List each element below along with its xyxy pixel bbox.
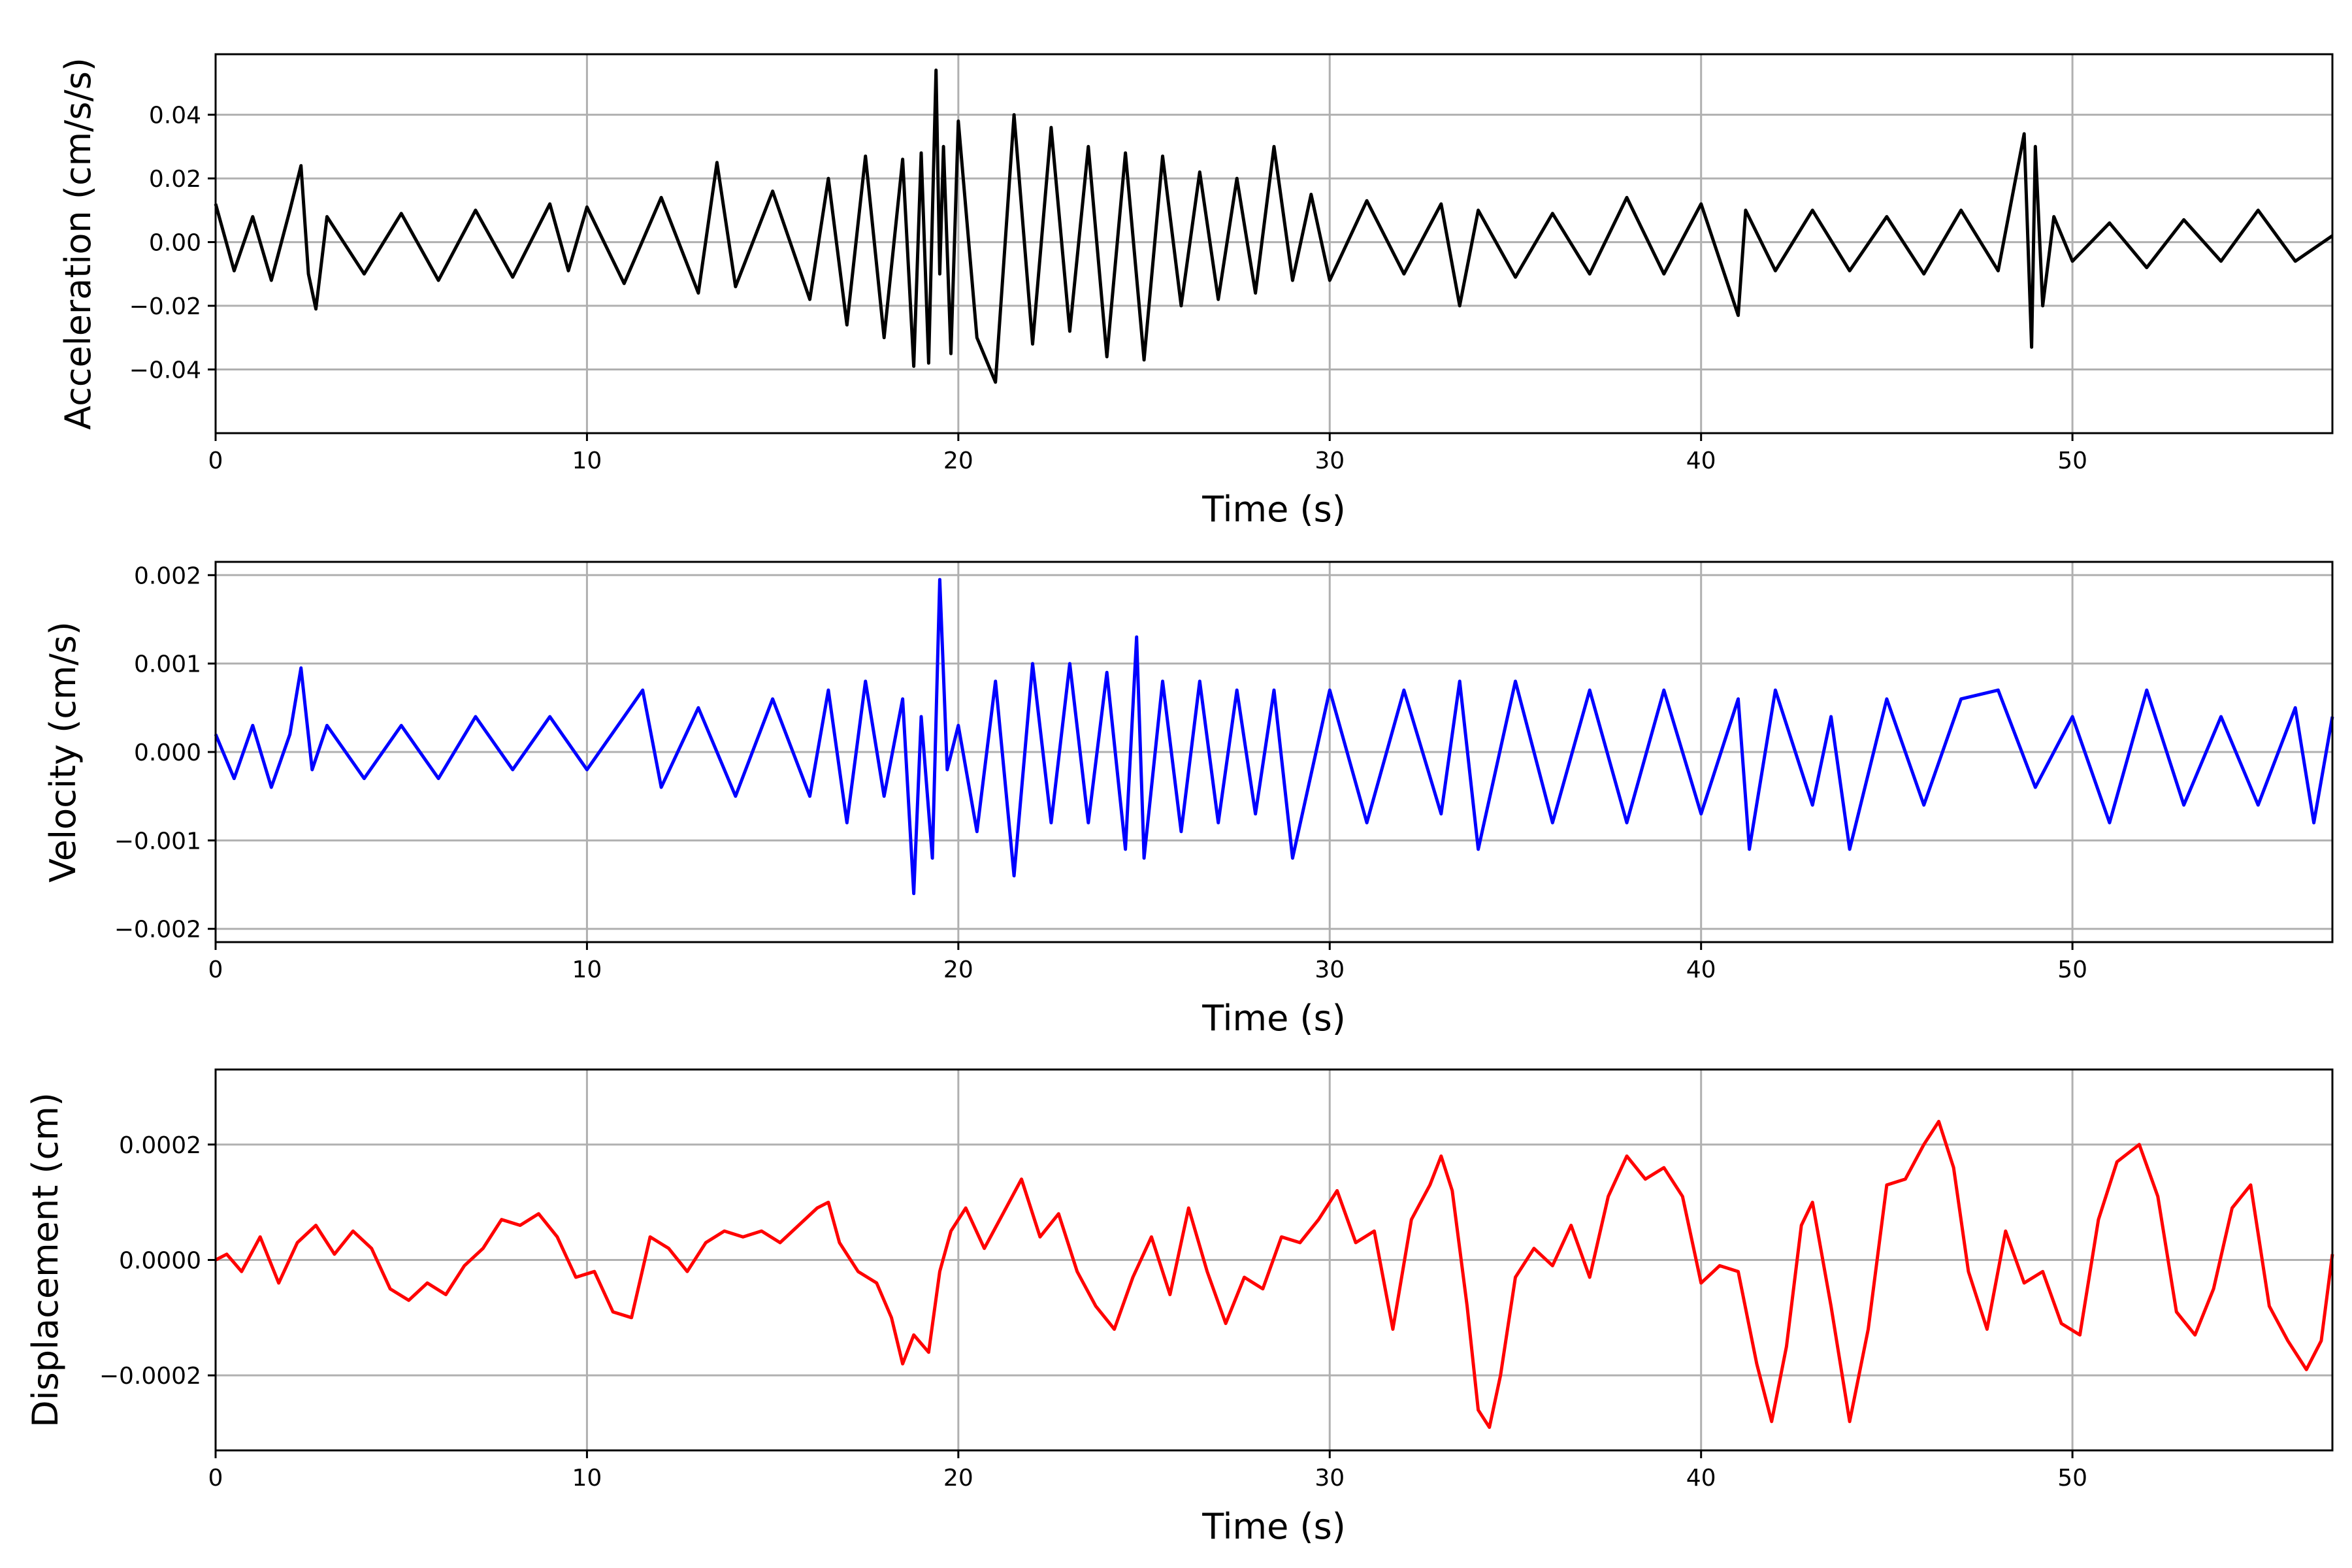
y-tick-label: 0.02 <box>149 166 201 193</box>
x-tick-label: 20 <box>943 1465 973 1492</box>
chart-panel-1: 0 10 20 30 40 50 −0.04 −0.02 0.00 0.02 0.04 Time (s… <box>57 53 2334 530</box>
y-tick-label: −0.0002 <box>99 1363 201 1390</box>
plot-frame <box>214 53 2334 434</box>
x-tick-label: 50 <box>2057 956 2087 983</box>
y-tick-label: 0.002 <box>134 563 201 589</box>
x-tick-label: 40 <box>1686 1465 1716 1492</box>
x-tick-label: 50 <box>2057 1465 2087 1492</box>
y-tick-label: 0.04 <box>149 103 201 129</box>
x-tick-label: 0 <box>208 956 223 983</box>
y-tick-label: −0.02 <box>129 293 201 320</box>
x-axis-label: Time (s) <box>1201 998 1346 1039</box>
x-tick-label: 0 <box>208 1465 223 1492</box>
x-tick-label: 10 <box>572 1465 602 1492</box>
y-tick-label: −0.04 <box>129 357 201 384</box>
x-tick-label: 30 <box>1315 448 1345 474</box>
x-axis-label: Time (s) <box>1201 1506 1346 1547</box>
x-tick-label: 0 <box>208 448 223 474</box>
y-tick-label: 0.0002 <box>119 1132 201 1159</box>
series-line <box>214 68 2334 384</box>
x-tick-label: 30 <box>1315 956 1345 983</box>
y-tick-label: −0.002 <box>114 917 201 943</box>
x-tick-label: 40 <box>1686 448 1716 474</box>
series-line <box>214 1120 2334 1429</box>
y-axis-label: Acceleration (cm/s/s) <box>57 57 99 430</box>
x-tick-label: 10 <box>572 956 602 983</box>
x-tick-label: 40 <box>1686 956 1716 983</box>
series-line <box>214 578 2334 896</box>
chart-panel-3: 0 10 20 30 40 50 −0.0002 0.0000 0.0002 Time (s) Di… <box>25 1068 2334 1547</box>
x-tick-label: 10 <box>572 448 602 474</box>
y-axis-label: Velocity (cm/s) <box>42 621 84 883</box>
y-tick-label: 0.000 <box>134 740 201 766</box>
x-tick-label: 20 <box>943 448 973 474</box>
x-axis-label: Time (s) <box>1201 489 1346 530</box>
x-tick-label: 20 <box>943 956 973 983</box>
y-tick-label: 0.001 <box>134 651 201 678</box>
y-tick-label: 0.0000 <box>119 1248 201 1275</box>
y-tick-label: −0.001 <box>114 828 201 855</box>
y-axis-label: Displacement (cm) <box>25 1092 66 1428</box>
x-tick-label: 50 <box>2057 448 2087 474</box>
y-tick-label: 0.00 <box>149 230 201 257</box>
x-tick-label: 30 <box>1315 1465 1345 1492</box>
chart-panel-2: 0 10 20 30 40 50 −0.002 −0.001 0.000 0.001 0.002 Ti… <box>42 561 2334 1039</box>
